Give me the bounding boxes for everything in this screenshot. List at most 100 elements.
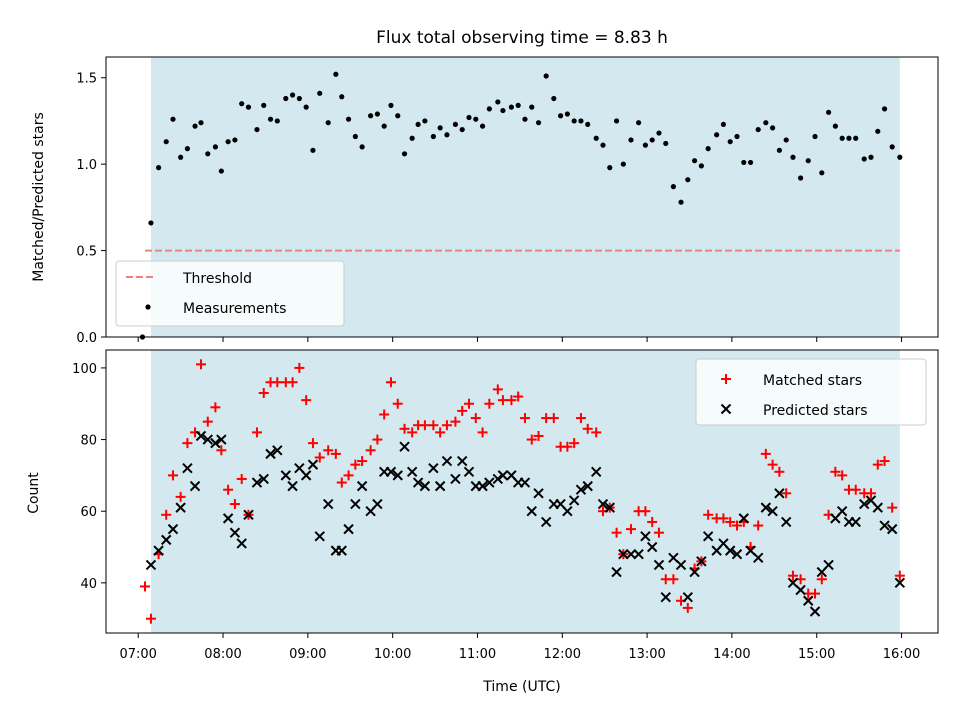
matched-stars-point bbox=[513, 391, 524, 402]
measurement-point bbox=[628, 137, 634, 143]
matched-stars-point bbox=[336, 477, 347, 488]
predicted-stars-point bbox=[236, 538, 247, 549]
measurement-point bbox=[741, 159, 747, 166]
matched-stars-point bbox=[682, 602, 693, 613]
measurement-point bbox=[868, 154, 874, 160]
measurement-point bbox=[368, 113, 374, 119]
matched-stars-point bbox=[470, 413, 481, 424]
matched-stars-point bbox=[428, 420, 439, 431]
measurement-point bbox=[452, 121, 459, 128]
matched-stars-point bbox=[258, 387, 269, 398]
matched-stars-point bbox=[647, 516, 658, 527]
matched-stars-point bbox=[168, 470, 179, 481]
predicted-stars-point bbox=[251, 477, 263, 488]
predicted-stars-point bbox=[731, 548, 743, 560]
measurement-point bbox=[776, 147, 783, 153]
ratio-y-tick-label: 0.0 bbox=[76, 331, 97, 346]
ratio-y-tick-label: 1.0 bbox=[76, 158, 97, 173]
measurement-point bbox=[296, 95, 302, 102]
matched-stars-point bbox=[731, 520, 742, 531]
matched-stars-point bbox=[519, 413, 530, 424]
predicted-stars-point bbox=[222, 513, 234, 524]
measurement-point bbox=[875, 128, 881, 134]
measurement-point bbox=[812, 133, 818, 140]
predicted-stars-point bbox=[385, 466, 397, 478]
x-tick-label: 07:00 bbox=[119, 647, 156, 662]
predicted-stars-point bbox=[392, 470, 403, 481]
matched-stars-point bbox=[887, 502, 898, 513]
matched-stars-point bbox=[182, 438, 193, 449]
predicted-stars-point bbox=[646, 541, 658, 553]
matched-stars-point bbox=[419, 420, 430, 431]
measurement-point bbox=[578, 118, 584, 124]
measurement-point bbox=[691, 158, 698, 164]
matched-stars-point bbox=[774, 466, 785, 477]
measurement-point bbox=[289, 92, 296, 98]
measurement-point bbox=[600, 142, 606, 148]
measurement-point bbox=[714, 132, 720, 138]
legend-measurement-swatch bbox=[145, 304, 151, 310]
predicted-stars-point bbox=[343, 523, 354, 535]
measurement-point bbox=[529, 104, 535, 110]
predicted-stars-point bbox=[640, 531, 651, 542]
measurement-point bbox=[649, 137, 655, 143]
predicted-stars-point bbox=[287, 480, 298, 492]
predicted-stars-point bbox=[202, 434, 213, 445]
measurement-point bbox=[889, 144, 895, 150]
measurement-point bbox=[585, 121, 591, 128]
matched-stars-point bbox=[484, 398, 495, 409]
predicted-stars-point bbox=[210, 437, 221, 449]
matched-stars-point bbox=[323, 445, 334, 456]
matched-stars-point bbox=[272, 377, 283, 388]
matched-stars-point bbox=[625, 524, 636, 535]
x-axis-label: Time (UTC) bbox=[482, 679, 560, 695]
predicted-stars-point bbox=[660, 591, 671, 603]
legend-matched-swatch bbox=[721, 374, 731, 384]
measurement-point bbox=[607, 165, 613, 171]
matched-stars-point bbox=[753, 520, 764, 531]
predicted-stars-point bbox=[872, 502, 883, 513]
predicted-stars-point bbox=[760, 502, 772, 513]
measurement-point bbox=[755, 126, 761, 133]
measurement-point bbox=[225, 139, 231, 145]
measurement-point bbox=[551, 95, 557, 102]
predicted-stars-point bbox=[611, 566, 622, 578]
matched-stars-point bbox=[161, 509, 172, 520]
count-panel: 40 60 80 100 07:00 08:00 09:00 10:00 11:00 12:00 1… bbox=[72, 349, 939, 662]
matched-stars-point bbox=[533, 430, 544, 441]
predicted-stars-point bbox=[702, 531, 714, 542]
predicted-stars-point bbox=[161, 534, 172, 546]
predicted-stars-point bbox=[886, 523, 898, 535]
predicted-stars-point bbox=[836, 505, 848, 517]
count-legend bbox=[695, 358, 927, 426]
predicted-stars-point bbox=[809, 606, 821, 617]
measurement-point bbox=[148, 220, 154, 226]
count-plot-frame bbox=[105, 349, 939, 634]
ratio-y-axis-label: Matched/Predicted stars bbox=[31, 112, 47, 282]
x-tick-label: 16:00 bbox=[883, 647, 920, 662]
predicted-stars-point bbox=[604, 502, 615, 513]
measurement-point bbox=[670, 184, 676, 190]
matched-stars-point bbox=[865, 488, 876, 499]
predicted-stars-point bbox=[618, 548, 629, 560]
measurement-point bbox=[522, 116, 528, 122]
measurement-point bbox=[720, 121, 727, 128]
matched-stars-point bbox=[562, 441, 573, 452]
predicted-stars-point bbox=[189, 480, 201, 492]
measurement-point bbox=[763, 120, 769, 126]
measurement-point bbox=[310, 147, 316, 153]
count-y-tick-label: 40 bbox=[80, 577, 97, 592]
matched-stars-point bbox=[175, 491, 186, 502]
predicted-stars-point bbox=[675, 559, 687, 571]
count-y-tick-label: 60 bbox=[80, 505, 97, 520]
predicted-stars-point bbox=[153, 545, 164, 556]
predicted-stars-point bbox=[356, 480, 368, 492]
matched-stars-point bbox=[145, 613, 156, 624]
matched-stars-point bbox=[725, 516, 736, 527]
predicted-stars-point bbox=[457, 455, 468, 467]
predicted-stars-point bbox=[492, 473, 504, 485]
measurement-point bbox=[283, 95, 289, 102]
measurement-point bbox=[359, 144, 365, 150]
matched-stars-point bbox=[582, 423, 593, 434]
predicted-stars-point bbox=[597, 498, 609, 510]
